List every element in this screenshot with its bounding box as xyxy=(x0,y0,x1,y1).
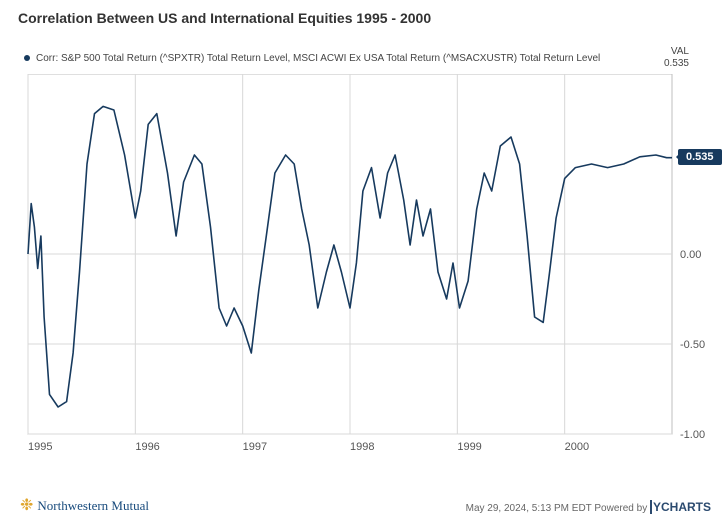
svg-text:1999: 1999 xyxy=(457,441,481,453)
legend-val-header: VAL xyxy=(664,46,689,58)
legend-val-value: 0.535 xyxy=(664,58,689,70)
nm-logo-text: Northwestern Mutual xyxy=(37,498,149,514)
svg-text:-1.00: -1.00 xyxy=(680,429,705,441)
footer-attribution: May 29, 2024, 5:13 PM EDT Powered by YCH… xyxy=(466,500,711,514)
ycharts-y-icon: Y xyxy=(650,500,661,514)
legend-row: Corr: S&P 500 Total Return (^SPXTR) Tota… xyxy=(0,26,727,74)
svg-text:1995: 1995 xyxy=(28,441,52,453)
svg-text:1996: 1996 xyxy=(135,441,159,453)
correlation-line-chart: -1.00 -0.50 0.00 1995 1996 1997 1998 1999 2000 xyxy=(0,74,727,474)
nm-logo-icon: ❉ xyxy=(20,498,33,514)
powered-by-label: Powered by xyxy=(594,503,647,514)
footer-timestamp: May 29, 2024, 5:13 PM EDT xyxy=(466,503,592,514)
ycharts-text: CHARTS xyxy=(661,500,711,514)
svg-text:-0.50: -0.50 xyxy=(680,339,705,351)
legend-series: Corr: S&P 500 Total Return (^SPXTR) Tota… xyxy=(24,53,600,64)
northwestern-mutual-logo: ❉ Northwestern Mutual xyxy=(20,498,149,514)
svg-text:1998: 1998 xyxy=(350,441,374,453)
chart-title: Correlation Between US and International… xyxy=(0,0,727,26)
legend-marker xyxy=(24,55,30,61)
svg-text:0.00: 0.00 xyxy=(680,249,701,261)
svg-text:2000: 2000 xyxy=(565,441,589,453)
last-value-callout: 0.535 xyxy=(678,149,722,165)
chart-footer: ❉ Northwestern Mutual May 29, 2024, 5:13… xyxy=(0,498,727,514)
ycharts-logo: YCHARTS xyxy=(650,500,711,514)
legend-value-box: VAL 0.535 xyxy=(664,46,709,70)
chart-area: -1.00 -0.50 0.00 1995 1996 1997 1998 1999 2000 0… xyxy=(0,74,727,474)
legend-series-label: Corr: S&P 500 Total Return (^SPXTR) Tota… xyxy=(36,53,600,64)
svg-text:1997: 1997 xyxy=(243,441,267,453)
